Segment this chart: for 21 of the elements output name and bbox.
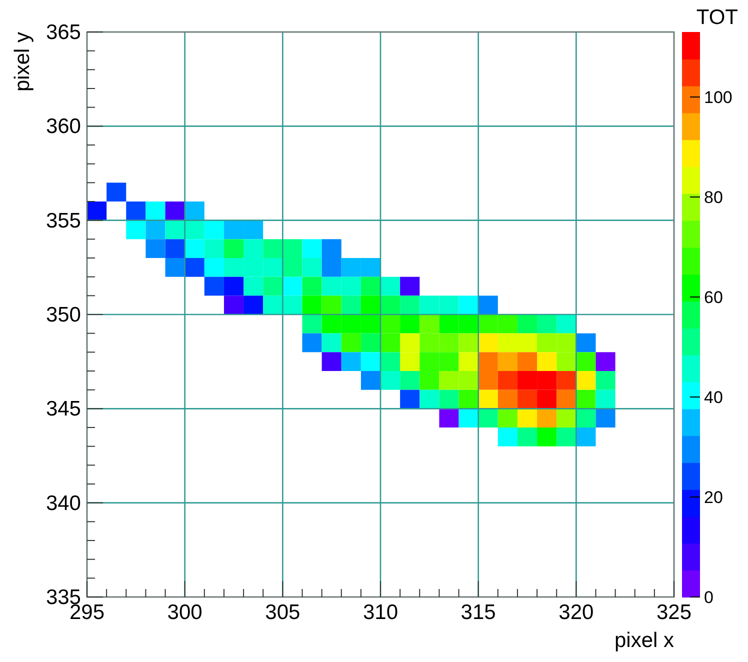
x-tick-label: 305 (265, 601, 300, 624)
y-tick-label: 365 (46, 21, 81, 44)
y-tick-label: 340 (46, 492, 81, 515)
x-tick-label: 300 (167, 601, 202, 624)
color-bar-label: 20 (704, 488, 723, 507)
x-tick-label: 310 (362, 601, 398, 624)
color-bar-label: 60 (704, 288, 723, 307)
color-bar-label: 0 (704, 588, 714, 607)
color-bar-label: 40 (704, 388, 723, 407)
color-bar-label: 80 (704, 188, 723, 207)
color-bar-label: 100 (704, 88, 732, 107)
y-tick-label: 360 (46, 115, 81, 138)
x-axis-title: pixel x (614, 629, 674, 652)
y-axis-title: pixel y (11, 32, 34, 92)
x-tick-label: 325 (656, 601, 692, 624)
y-tick-label: 345 (46, 398, 81, 421)
x-tick-label: 320 (558, 601, 594, 624)
x-tick-label: 315 (460, 601, 496, 624)
y-tick-label: 355 (46, 209, 81, 232)
y-tick-label: 350 (46, 304, 81, 326)
color-bar-title: TOT (696, 6, 738, 29)
